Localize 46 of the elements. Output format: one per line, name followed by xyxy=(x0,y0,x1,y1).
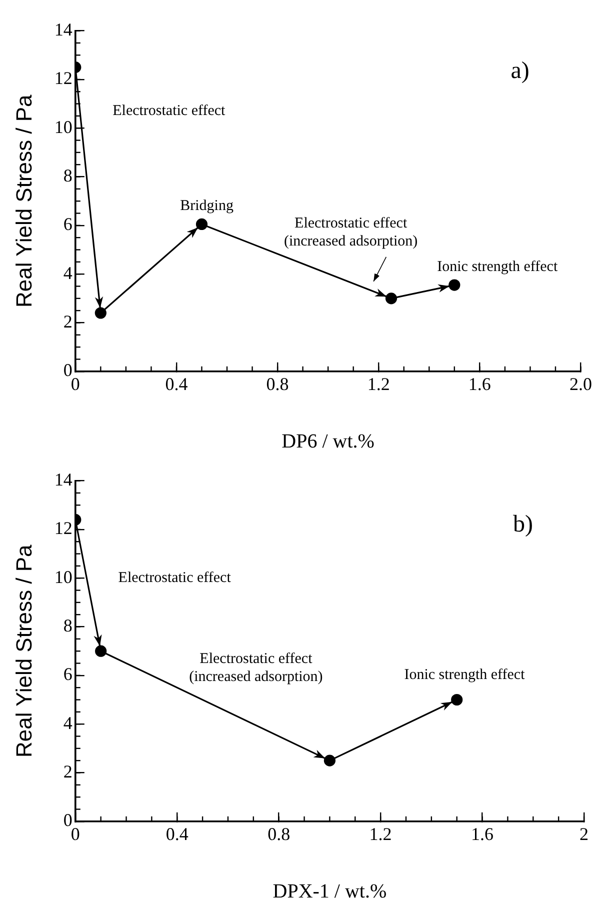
point xyxy=(95,645,107,657)
y-tick-label: 14 xyxy=(54,20,72,40)
y-tick-label: 12 xyxy=(54,68,72,88)
annotation: a) xyxy=(510,58,530,84)
annotation: Ionic strength effect xyxy=(437,258,558,275)
annotation: b) xyxy=(512,511,533,538)
x-tick-label: 1.6 xyxy=(471,824,494,844)
annotation: Electrostatic effect xyxy=(112,103,226,120)
annotation: Electrostatic effect (increased adsorption) xyxy=(284,216,418,250)
y-tick-label: 0 xyxy=(63,360,72,380)
y-tick-label: 4 xyxy=(63,712,72,733)
y-tick-label: 4 xyxy=(63,262,72,283)
annotation: Electrostatic effect (increased adsorption) xyxy=(189,651,323,686)
annotation: Electrostatic effect xyxy=(118,570,232,586)
x-tick-label: 0.8 xyxy=(266,374,289,394)
y-axis-title: Real Yield Stress / Pa xyxy=(11,94,36,308)
point xyxy=(451,694,463,706)
point xyxy=(94,307,106,319)
x-axis-title: DP6 / wt.% xyxy=(282,430,374,452)
x-axis-title: DPX-1 / wt.% xyxy=(272,880,387,902)
y-tick-label: 6 xyxy=(63,664,72,684)
y-tick-label: 14 xyxy=(54,470,72,490)
x-tick-label: 1.2 xyxy=(367,374,390,394)
y-tick-label: 2 xyxy=(63,761,72,782)
y-tick-label: 0 xyxy=(63,810,72,830)
y-tick-label: 8 xyxy=(63,616,72,636)
y-tick-label: 2 xyxy=(63,311,72,332)
annotation: Bridging xyxy=(180,198,234,214)
annotation: Ionic strength effect xyxy=(404,667,526,684)
x-tick-label: 2.0 xyxy=(570,374,592,394)
point xyxy=(448,279,460,291)
y-axis-title: Real Yield Stress / Pa xyxy=(11,544,36,758)
point xyxy=(196,218,208,230)
y-tick-label: 6 xyxy=(63,214,72,234)
x-tick-label: 1.2 xyxy=(369,824,392,844)
x-tick-label: 0.4 xyxy=(165,374,188,394)
y-tick-label: 8 xyxy=(63,166,72,186)
y-tick-label: 10 xyxy=(54,116,72,137)
x-tick-label: 0.8 xyxy=(268,824,290,844)
x-tick-label: 0.4 xyxy=(166,824,188,844)
y-tick-label: 12 xyxy=(54,518,72,538)
x-tick-label: 2 xyxy=(580,824,588,844)
point xyxy=(324,754,336,766)
x-tick-label: 1.6 xyxy=(468,374,491,394)
point xyxy=(385,292,398,304)
y-tick-label: 10 xyxy=(54,566,72,587)
